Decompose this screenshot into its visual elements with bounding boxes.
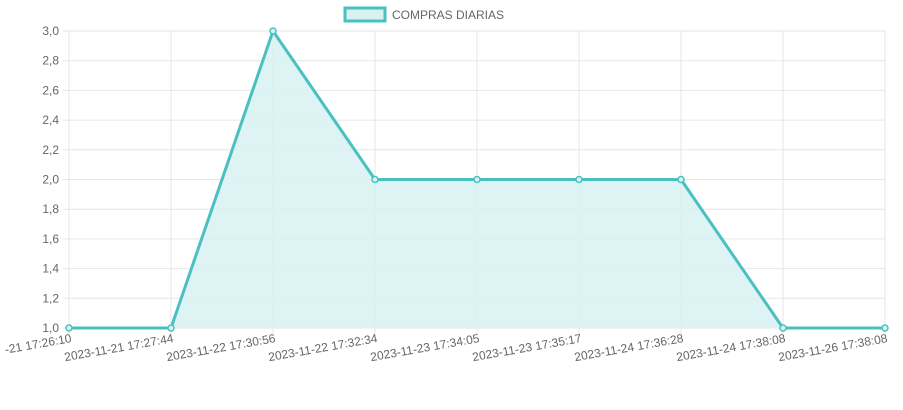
- y-tick-label: 2,2: [42, 143, 59, 157]
- y-tick-label: 2,0: [42, 173, 59, 187]
- legend[interactable]: COMPRAS DIARIAS: [343, 6, 504, 23]
- chart-area-layer: [65, 27, 889, 332]
- y-tick-label: 2,8: [42, 54, 59, 68]
- x-tick-label: 2023-11-23 17:34:05: [369, 331, 481, 364]
- x-tick-label: 2023-11-22 17:30:56: [165, 331, 277, 364]
- x-tick-label: 2023-11-23 17:35:17: [471, 331, 583, 364]
- legend-swatch[interactable]: [343, 6, 387, 23]
- x-tick-label: 2023-11-22 17:32:34: [267, 331, 379, 364]
- data-point[interactable]: [575, 175, 583, 184]
- y-tick-label: 1,2: [42, 291, 59, 305]
- x-tick-label: 2023-11-24 17:36:28: [573, 331, 685, 364]
- y-axis-ticks: 1,0 1,2 1,4 1,6 1,8 2,0 2,2 2,4 2,6 2,8 3,0: [42, 24, 59, 335]
- data-point[interactable]: [677, 175, 685, 184]
- y-tick-label: 3,0: [42, 24, 59, 38]
- data-point[interactable]: [779, 324, 787, 332]
- y-tick-label: 2,4: [42, 113, 59, 127]
- data-point[interactable]: [371, 175, 379, 184]
- y-tick-label: 1,6: [42, 232, 59, 246]
- data-point[interactable]: [473, 175, 481, 184]
- x-tick-label: 2023-11-26 17:38:08: [777, 331, 889, 364]
- legend-label[interactable]: COMPRAS DIARIAS: [392, 8, 504, 22]
- x-tick-label: -21 17:26:10: [4, 331, 73, 357]
- data-point[interactable]: [269, 27, 277, 35]
- data-point[interactable]: [65, 324, 73, 332]
- data-point[interactable]: [167, 324, 175, 332]
- data-point[interactable]: [881, 324, 889, 332]
- x-tick-label: 2023-11-24 17:38:08: [675, 331, 787, 364]
- y-tick-label: 1,8: [42, 202, 59, 216]
- y-tick-label: 1,4: [42, 262, 59, 276]
- y-tick-label: 1,0: [42, 321, 59, 335]
- y-tick-label: 2,6: [42, 83, 59, 97]
- x-tick-label: 2023-11-21 17:27:44: [63, 331, 175, 364]
